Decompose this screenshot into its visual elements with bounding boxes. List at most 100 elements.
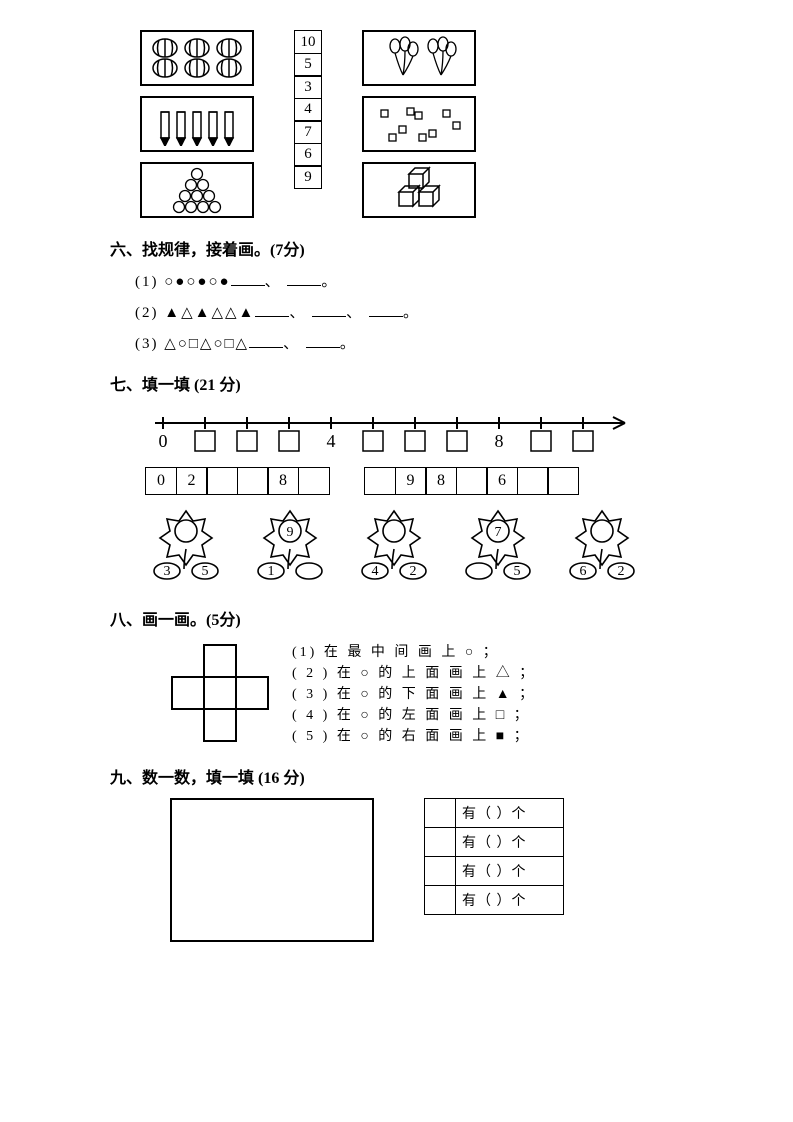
blank[interactable] [231, 271, 265, 286]
cross-grid[interactable] [170, 643, 270, 743]
num-cell: 4 [294, 98, 322, 122]
blank[interactable] [306, 333, 340, 348]
instr-3: ( 3 ) 在 ○ 的 下 面 画 上 ▲ ； [292, 683, 536, 703]
end: 。 [321, 274, 338, 290]
right-column [362, 30, 476, 218]
end: 。 [340, 336, 357, 352]
num-cell: 9 [294, 165, 322, 189]
q6-1: (1) ○●○●○● 、 。 [135, 270, 683, 291]
svg-text:3: 3 [164, 564, 171, 579]
svg-text:4: 4 [327, 431, 336, 451]
num-cell: 10 [294, 30, 322, 54]
seq-cell: 0 [145, 467, 177, 495]
q2-pattern: ▲△▲△△▲ [164, 305, 255, 321]
seq-cell: 6 [486, 467, 518, 495]
blank[interactable] [287, 271, 321, 286]
number-stack: 10 5 3 4 7 6 9 [294, 30, 322, 188]
svg-text:4: 4 [372, 564, 379, 579]
flower: 7 5 [457, 505, 539, 588]
seq-cell: 8 [267, 467, 299, 495]
cross-icon [170, 643, 270, 743]
sep: 、 [283, 336, 300, 352]
watermelons-icon [147, 36, 247, 80]
table-row: 有（ ）个 [425, 799, 564, 828]
count-cell[interactable]: 有（ ）个 [456, 799, 564, 828]
count-cell[interactable]: 有（ ）个 [456, 857, 564, 886]
instructions: (1) 在 最 中 间 画 上 ○ ； ( 2 ) 在 ○ 的 上 面 画 上 … [292, 640, 536, 746]
flowers-row: 3 5 9 1 4 2 [145, 505, 683, 588]
cubes-icon [369, 166, 469, 214]
number-line: 048 [145, 405, 645, 461]
seq-cell[interactable] [206, 467, 238, 495]
sequence-row: 028 986 [145, 467, 683, 495]
sep: 、 [346, 305, 363, 321]
pyramid-icon [147, 166, 247, 214]
num-cell: 3 [294, 75, 322, 99]
flower: 6 2 [561, 505, 643, 588]
shape-cell[interactable] [425, 828, 456, 857]
seq-cell[interactable] [456, 467, 488, 495]
blank[interactable] [255, 302, 289, 317]
sep: 、 [265, 274, 282, 290]
q1-pattern: ○●○●○● [164, 274, 230, 290]
table-row: 有（ ）个 [425, 828, 564, 857]
seq-cell[interactable] [237, 467, 269, 495]
squares-icon [369, 102, 469, 146]
q3-pattern: △○□△○□△ [164, 336, 249, 352]
seq-cell: 8 [425, 467, 457, 495]
seq-b: 98 6 [364, 467, 578, 495]
shape-cell[interactable] [425, 886, 456, 915]
seq-cell[interactable] [364, 467, 396, 495]
left-column [140, 30, 254, 218]
svg-text:2: 2 [410, 564, 417, 579]
shape-cell[interactable] [425, 799, 456, 828]
seq-cell[interactable] [547, 467, 579, 495]
svg-text:0: 0 [159, 431, 168, 451]
blank[interactable] [369, 302, 403, 317]
seq-a: 02 8 [145, 467, 328, 495]
cubes-box [362, 162, 476, 218]
balloons-box [362, 30, 476, 86]
blank[interactable] [249, 333, 283, 348]
seq-cell: 2 [176, 467, 208, 495]
watermelons-box [140, 30, 254, 86]
section9-body: 有（ ）个 有（ ）个 有（ ）个 有（ ）个 [170, 798, 683, 942]
q1-prefix: (1) [135, 274, 164, 290]
svg-text:9: 9 [287, 525, 294, 540]
matching-figure: 10 5 3 4 7 6 9 [140, 30, 683, 218]
num-cell: 7 [294, 120, 322, 144]
section7-body: 048 028 986 3 5 9 [145, 405, 683, 588]
section8-title: 八、画一画。(5分) [110, 606, 683, 630]
pencils-icon [147, 102, 247, 146]
sep: 、 [289, 305, 306, 321]
svg-text:7: 7 [495, 525, 502, 540]
section8-body: (1) 在 最 中 间 画 上 ○ ； ( 2 ) 在 ○ 的 上 面 画 上 … [170, 640, 683, 746]
flower: 9 1 [249, 505, 331, 588]
blank[interactable] [312, 302, 346, 317]
q6-3: (3) △○□△○□△ 、 。 [135, 332, 683, 353]
svg-text:5: 5 [514, 564, 521, 579]
draw-area[interactable] [170, 798, 374, 942]
shape-cell[interactable] [425, 857, 456, 886]
seq-cell[interactable] [298, 467, 330, 495]
count-cell[interactable]: 有（ ）个 [456, 828, 564, 857]
section9-title: 九、数一数，填一填 (16 分) [110, 764, 683, 788]
seq-cell[interactable] [517, 467, 549, 495]
num-cell: 6 [294, 143, 322, 167]
instr-1: (1) 在 最 中 间 画 上 ○ ； [292, 641, 536, 661]
svg-text:6: 6 [580, 564, 587, 579]
section9-title-text: 九、数一数，填一填 (16 分) [110, 770, 305, 787]
pencils-box [140, 96, 254, 152]
section7-title: 七、填一填 (21 分) [110, 371, 683, 395]
count-table: 有（ ）个 有（ ）个 有（ ）个 有（ ）个 [424, 798, 564, 915]
count-cell[interactable]: 有（ ）个 [456, 886, 564, 915]
q6-2: (2) ▲△▲△△▲、 、 。 [135, 301, 683, 322]
svg-text:1: 1 [268, 564, 275, 579]
instr-5: ( 5 ) 在 ○ 的 右 面 画 上 ■ ； [292, 725, 536, 745]
flower: 3 5 [145, 505, 227, 588]
seq-cell: 9 [395, 467, 427, 495]
section6-title-text: 六、找规律，接着画。(7分) [110, 242, 305, 259]
q3-prefix: (3) [135, 336, 164, 352]
balloons-icon [369, 36, 469, 80]
table-row: 有（ ）个 [425, 886, 564, 915]
